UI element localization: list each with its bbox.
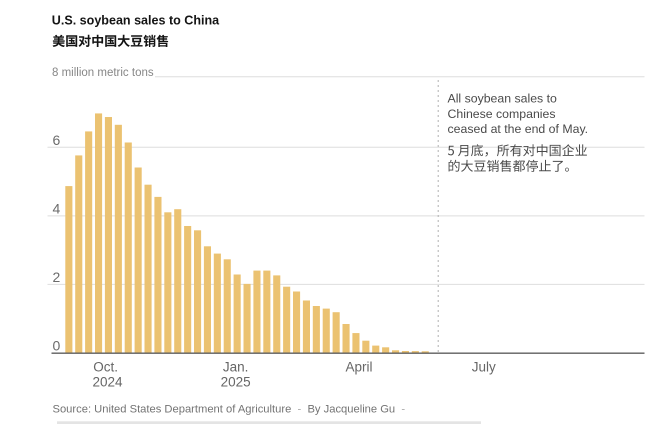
svg-text:Jan.: Jan. [223, 360, 249, 375]
svg-text:All soybean sales to: All soybean sales to [448, 92, 558, 106]
svg-text:ceased at the end of May.: ceased at the end of May. [448, 122, 589, 136]
svg-text:6: 6 [53, 132, 61, 148]
svg-text:April: April [345, 360, 372, 375]
svg-text:Source: United States Departme: Source: United States Department of Agri… [53, 404, 406, 416]
svg-text:Chinese companies: Chinese companies [448, 107, 556, 121]
svg-text:2024: 2024 [92, 375, 123, 390]
svg-text:2025: 2025 [221, 375, 251, 390]
svg-text:2: 2 [53, 269, 61, 285]
svg-text:U.S. soybean sales to China: U.S. soybean sales to China [52, 14, 220, 28]
svg-text:4: 4 [53, 200, 61, 216]
svg-text:Oct.: Oct. [93, 360, 118, 375]
svg-text:8 million metric tons: 8 million metric tons [52, 67, 154, 79]
svg-text:0: 0 [53, 338, 61, 354]
svg-text:July: July [472, 360, 496, 375]
